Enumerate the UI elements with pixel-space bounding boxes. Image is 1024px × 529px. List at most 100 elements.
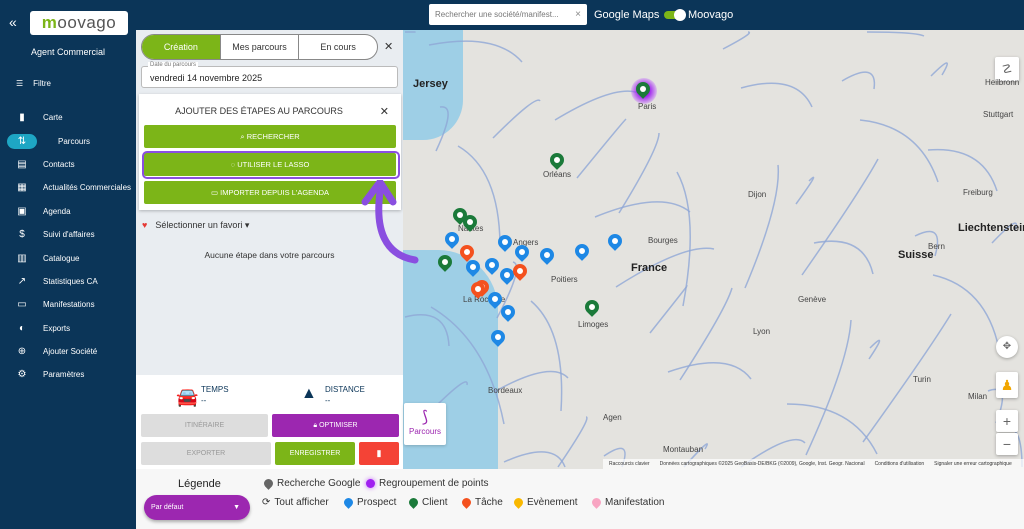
- sidebar-nav: ▮ Carte ⇅ Parcours ▤ Contacts ▦ Actualités Comm…: [0, 106, 136, 387]
- tabs: Création Mes parcours En cours: [141, 34, 378, 60]
- toggle-label-google: Google Maps: [594, 9, 660, 21]
- gear-icon: ⚙: [17, 369, 27, 381]
- map-label: Lyon: [753, 327, 771, 336]
- briefcase-icon: ▭: [17, 299, 27, 311]
- map-attribution: Raccourcis clavier Données cartographique…: [603, 459, 1024, 469]
- sidebar-item-exports[interactable]: ◐ Exports: [0, 317, 136, 340]
- optimize-button[interactable]: 🔒︎ OPTIMISER: [272, 414, 399, 437]
- empty-message: Aucune étape dans votre parcours: [204, 250, 335, 260]
- map-label: Milan: [968, 392, 988, 401]
- sidebar-item-ajouter-soci-t-[interactable]: ⊕ Ajouter Société: [17, 346, 98, 358]
- pin-icon: [460, 496, 473, 509]
- calendar-icon: ▭: [211, 188, 221, 197]
- filter-icon: ☰: [16, 79, 24, 88]
- sidebar-item-statistiques-ca[interactable]: ↗ Statistiques CA: [17, 275, 98, 287]
- sidebar-item-catalogue[interactable]: ▥ Catalogue: [17, 252, 80, 264]
- legend-event[interactable]: Evènement: [512, 496, 578, 509]
- search-input[interactable]: Rechercher une société/manifest... ×: [429, 4, 587, 25]
- cluster-icon: [366, 479, 375, 488]
- filter-button[interactable]: ☰ Filtre: [16, 79, 51, 88]
- sidebar-item-actualit-s-commerciales[interactable]: ▦ Actualités Commerciales: [17, 182, 132, 194]
- pin-icon: [512, 496, 525, 509]
- date-field[interactable]: Date du parcours vendredi 14 novembre 202…: [141, 62, 398, 88]
- sidebar-item-carte[interactable]: ▮ Carte: [0, 106, 136, 129]
- contacts-icon: ▤: [17, 158, 27, 170]
- legend-show-all[interactable]: ⟳ Tout afficher: [262, 497, 329, 508]
- search-button[interactable]: ⌕ RECHERCHER: [144, 125, 396, 148]
- sidebar-item-agenda[interactable]: ▣ Agenda: [17, 205, 71, 217]
- map-source-toggle[interactable]: [664, 9, 686, 21]
- sidebar-item-parcours[interactable]: ⇅ Parcours: [0, 129, 136, 152]
- legend-google[interactable]: Recherche Google: [262, 477, 360, 490]
- sidebar-item-suivi-d-affaires[interactable]: $ Suivi d'affaires: [0, 223, 136, 246]
- add-steps-card: AJOUTER DES ÉTAPES AU PARCOURS ✕ ⌕ RECHE…: [139, 94, 401, 210]
- map[interactable]: ☡ ✥ ♟ + − Raccourcis clavier Données cart…: [403, 30, 1024, 469]
- map-label: Montauban: [663, 445, 704, 454]
- itinerary-button[interactable]: ITINÉRAIRE: [141, 414, 268, 437]
- export-button[interactable]: EXPORTER: [141, 442, 271, 465]
- legend-client[interactable]: Client: [407, 496, 448, 509]
- map-label: Dijon: [748, 190, 767, 199]
- logo: moovago: [30, 11, 128, 35]
- delete-button[interactable]: ▮: [359, 442, 399, 465]
- save-button[interactable]: ENREGISTRER: [275, 442, 355, 465]
- map-label: Orléans: [543, 170, 572, 179]
- map-label: Liechtenstein: [958, 222, 1024, 234]
- map-label: Suisse: [898, 249, 934, 261]
- collapse-sidebar-icon[interactable]: «: [9, 14, 17, 30]
- tab-en-cours[interactable]: En cours: [298, 35, 377, 59]
- sidebar-item-param-tres[interactable]: ⚙ Paramètres: [17, 369, 85, 381]
- close-panel-icon[interactable]: ✕: [384, 41, 394, 53]
- tab-mes-parcours[interactable]: Mes parcours: [219, 35, 299, 59]
- legend-manifestation[interactable]: Manifestation: [590, 496, 664, 509]
- map-label: Angers: [513, 238, 539, 247]
- map-label: Genève: [798, 295, 827, 304]
- parcours-map-button[interactable]: ⟆ Parcours: [404, 403, 446, 445]
- sidebar-item-manifestations[interactable]: ▭ Manifestations: [17, 299, 95, 311]
- zoom-in-button[interactable]: +: [996, 410, 1018, 432]
- search-icon: ⌕: [240, 132, 247, 141]
- lasso-tool-button[interactable]: ☡: [995, 57, 1019, 81]
- map-label: Bern: [928, 242, 945, 251]
- legend: Légende Par défaut ▼ Recherche Google Reg…: [136, 469, 1024, 529]
- calendar-icon: ▣: [17, 205, 27, 217]
- map-label: Stuttgart: [983, 110, 1014, 119]
- pegman-icon[interactable]: ♟: [996, 372, 1018, 398]
- add-circle-icon: ⊕: [17, 346, 27, 358]
- refresh-icon: ⟳: [262, 497, 271, 508]
- lasso-button[interactable]: ◌ UTILISER LE LASSO: [144, 153, 396, 176]
- route-icon: ⇅: [7, 133, 37, 149]
- close-card-icon[interactable]: ✕: [379, 106, 389, 118]
- favorite-select[interactable]: ♥ Sélectionner un favori ▾: [142, 220, 250, 230]
- clear-search-icon[interactable]: ×: [575, 9, 581, 20]
- legend-prospect[interactable]: Prospect: [342, 496, 396, 509]
- trash-icon: ▮: [376, 448, 382, 458]
- zoom-out-button[interactable]: −: [996, 433, 1018, 455]
- legend-title: Légende: [178, 478, 221, 490]
- camera-control-button[interactable]: ✥: [996, 336, 1018, 358]
- news-icon: ▦: [17, 182, 27, 194]
- legend-preset-select[interactable]: Par défaut ▼: [144, 495, 250, 520]
- route-stats: 🚘 TEMPS -- ▲ DISTANCE --: [136, 375, 403, 411]
- pin-icon: [262, 477, 275, 490]
- map-label: Heilbronn: [985, 78, 1020, 87]
- map-label: Freiburg: [963, 188, 993, 197]
- toggle-label-moovago: Moovago: [688, 9, 734, 21]
- legend-cluster[interactable]: Regroupement de points: [366, 478, 489, 489]
- lasso-icon: ◌: [230, 160, 238, 169]
- sidebar-item-contacts[interactable]: ▤ Contacts: [17, 158, 75, 170]
- map-label: Limoges: [578, 320, 609, 329]
- map-label: Bourges: [648, 236, 678, 245]
- map-label: La Rochelle: [463, 295, 506, 304]
- import-agenda-button[interactable]: ▭ IMPORTER DEPUIS L'AGENDA: [144, 181, 396, 204]
- pin-icon: [342, 496, 355, 509]
- stats-icon: ↗: [17, 275, 27, 287]
- sidebar: « moovago Agent Commercial ☰ Filtre ▮ Cart…: [0, 0, 136, 529]
- route-panel: Création Mes parcours En cours ✕ Date du…: [136, 30, 403, 469]
- legend-task[interactable]: Tâche: [460, 496, 503, 509]
- catalog-icon: ▥: [17, 252, 27, 264]
- pie-icon: ◐: [18, 322, 26, 334]
- pin-icon: [407, 496, 420, 509]
- map-label: Bordeaux: [488, 386, 523, 395]
- tab-creation[interactable]: Création: [142, 35, 220, 59]
